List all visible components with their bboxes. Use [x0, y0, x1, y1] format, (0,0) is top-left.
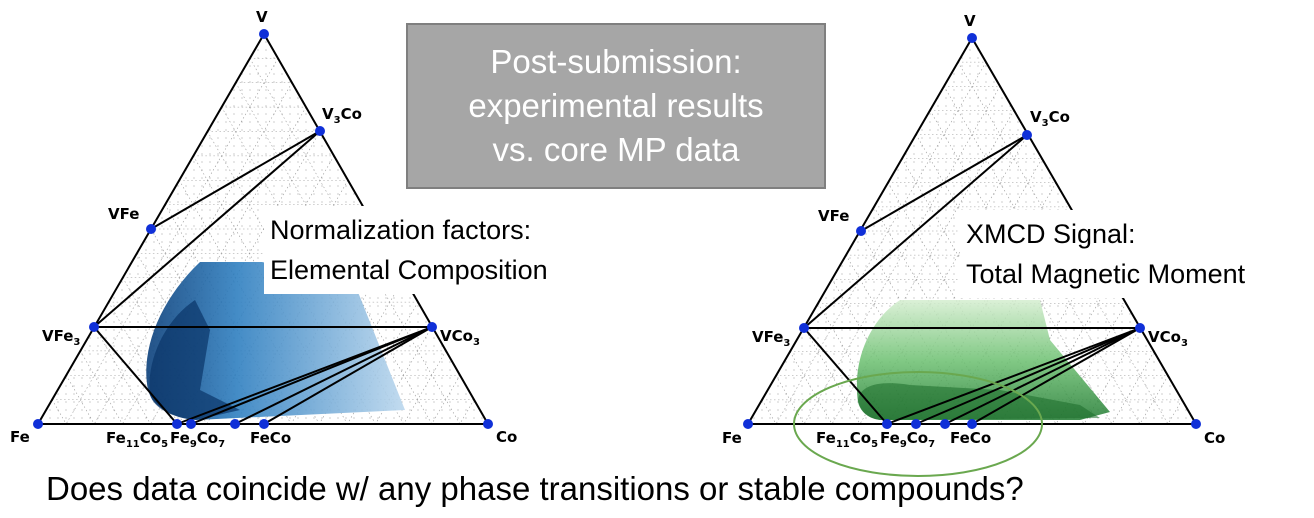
grid-line — [459, 399, 475, 425]
right-label-v: V — [964, 12, 976, 30]
left-ternary: V V3Co VFe VFe3 VCo3 Fe Co Fe11Co5 Fe9Co… — [10, 8, 517, 450]
left-point-feco — [259, 419, 269, 429]
left-label-fe: Fe — [10, 428, 30, 446]
grid-line — [65, 58, 279, 425]
left-label-vfe: VFe — [108, 205, 139, 223]
left-region-dark — [149, 300, 240, 420]
right-point-feco-a — [940, 419, 950, 429]
right-label-fe: Fe — [722, 429, 742, 447]
left-label-fe9co7: Fe9Co7 — [170, 429, 225, 450]
left-label-v: V — [256, 8, 268, 26]
left-note-line-2: Elemental Composition — [270, 255, 548, 285]
right-label-vco3: VCo3 — [1148, 328, 1188, 349]
left-label-fe11co5: Fe11Co5 — [106, 429, 168, 450]
post-submission-box: Post-submission: experimental results vs… — [406, 23, 826, 189]
right-point-v — [967, 33, 977, 43]
bottom-question: Does data coincide w/ any phase transiti… — [46, 470, 1024, 507]
left-point-v3co — [315, 126, 325, 136]
left-label-v3co: V3Co — [322, 105, 362, 126]
right-tie-lines — [803, 134, 1141, 425]
grid-line — [431, 375, 461, 425]
left-point-v — [259, 29, 269, 39]
post-submission-line-2: experimental results — [468, 87, 764, 124]
post-submission-line-1: Post-submission: — [490, 43, 742, 80]
right-point-fe11co5 — [882, 419, 892, 429]
left-point-feco-a — [230, 419, 240, 429]
grid-line — [803, 327, 861, 425]
grid-line — [775, 61, 987, 425]
grid-line — [1139, 375, 1169, 425]
left-label-feco: FeCo — [250, 429, 291, 447]
left-note-line-1: Normalization factors: — [270, 215, 532, 245]
right-label-feco: FeCo — [950, 429, 991, 447]
grid-line — [136, 253, 236, 425]
right-points — [743, 33, 1201, 429]
grid-line — [831, 110, 1015, 425]
left-label-vfe3: VFe3 — [42, 327, 80, 348]
post-submission-line-3: vs. core MP data — [492, 131, 740, 168]
right-label-fe9co7: Fe9Co7 — [880, 429, 935, 450]
left-note: Normalization factors: Elemental Composi… — [264, 206, 554, 294]
grid-line — [775, 375, 805, 425]
right-point-v3co — [1022, 130, 1032, 140]
left-point-fe11co5 — [172, 419, 182, 429]
right-note: XMCD Signal: Total Magnetic Moment — [960, 210, 1252, 298]
highlight-ellipse — [793, 371, 1043, 477]
right-label-co: Co — [1204, 429, 1225, 447]
right-label-vfe3: VFe3 — [752, 328, 790, 349]
right-label-vfe: VFe — [818, 207, 849, 225]
right-point-feco — [967, 419, 977, 429]
left-tie-lines — [93, 130, 433, 425]
right-point-vco3 — [1135, 323, 1145, 333]
left-point-vfe — [146, 224, 156, 234]
right-label-fe11co5: Fe11Co5 — [816, 429, 878, 450]
left-point-vco3 — [427, 322, 437, 332]
left-point-fe9co7 — [186, 419, 196, 429]
left-label-co: Co — [496, 428, 517, 446]
grid-line — [1167, 399, 1183, 425]
left-point-vfe3 — [89, 322, 99, 332]
right-note-line-2: Total Magnetic Moment — [966, 259, 1246, 289]
right-point-fe9co7 — [911, 419, 921, 429]
right-point-fe — [743, 419, 753, 429]
grid-line — [845, 254, 945, 425]
right-point-vfe3 — [799, 323, 809, 333]
grid-line — [803, 86, 1001, 425]
left-points — [33, 29, 493, 429]
right-point-co — [1191, 419, 1201, 429]
right-note-line-1: XMCD Signal: — [966, 219, 1136, 249]
left-point-fe — [33, 419, 43, 429]
right-point-vfe — [856, 226, 866, 236]
grid-line — [943, 86, 1141, 425]
grid-line — [761, 399, 777, 425]
right-label-v3co: V3Co — [1030, 108, 1070, 129]
left-label-vco3: VCo3 — [440, 327, 480, 348]
grid-line — [51, 399, 67, 425]
right-region-dark — [858, 383, 1100, 420]
left-point-co — [483, 419, 493, 429]
